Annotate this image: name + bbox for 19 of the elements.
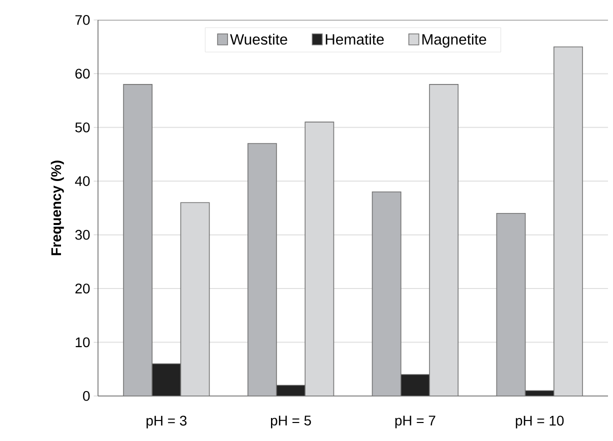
x-tick-label: pH = 7 bbox=[395, 416, 436, 428]
y-tick-label: 10 bbox=[76, 337, 90, 348]
y-tick-label: 20 bbox=[75, 284, 90, 294]
x-tick-label: pH = 3 bbox=[146, 416, 187, 428]
legend-label: Magnetite bbox=[422, 34, 486, 48]
x-tick-label: pH = 5 bbox=[270, 416, 311, 428]
y-tick-label: 60 bbox=[75, 68, 90, 79]
legend-label: Wuestite bbox=[230, 34, 288, 45]
bar bbox=[400, 374, 430, 396]
bar bbox=[276, 385, 306, 396]
y-tick-label: 70 bbox=[75, 15, 90, 25]
y-tick-label: 0 bbox=[83, 391, 90, 401]
bar bbox=[152, 363, 182, 396]
y-tick-label: 50 bbox=[75, 122, 90, 132]
legend-label: Hematite bbox=[326, 34, 384, 45]
y-tick-label: 30 bbox=[75, 230, 90, 240]
x-tick-label: pH = 10 bbox=[516, 416, 564, 428]
y-tick-label: 40 bbox=[75, 176, 90, 186]
y-axis-title: Frequency (%) bbox=[50, 160, 64, 256]
